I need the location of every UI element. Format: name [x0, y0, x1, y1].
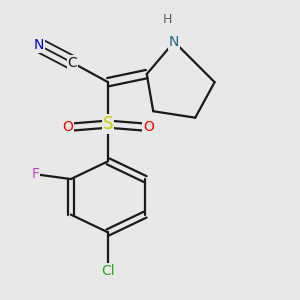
Text: O: O — [143, 120, 154, 134]
Text: S: S — [103, 115, 113, 133]
Text: C: C — [68, 56, 77, 70]
Text: F: F — [31, 167, 39, 181]
Text: Cl: Cl — [101, 264, 115, 278]
Text: N: N — [169, 35, 179, 49]
Text: H: H — [163, 13, 172, 26]
Text: O: O — [62, 120, 73, 134]
Text: N: N — [33, 38, 44, 52]
